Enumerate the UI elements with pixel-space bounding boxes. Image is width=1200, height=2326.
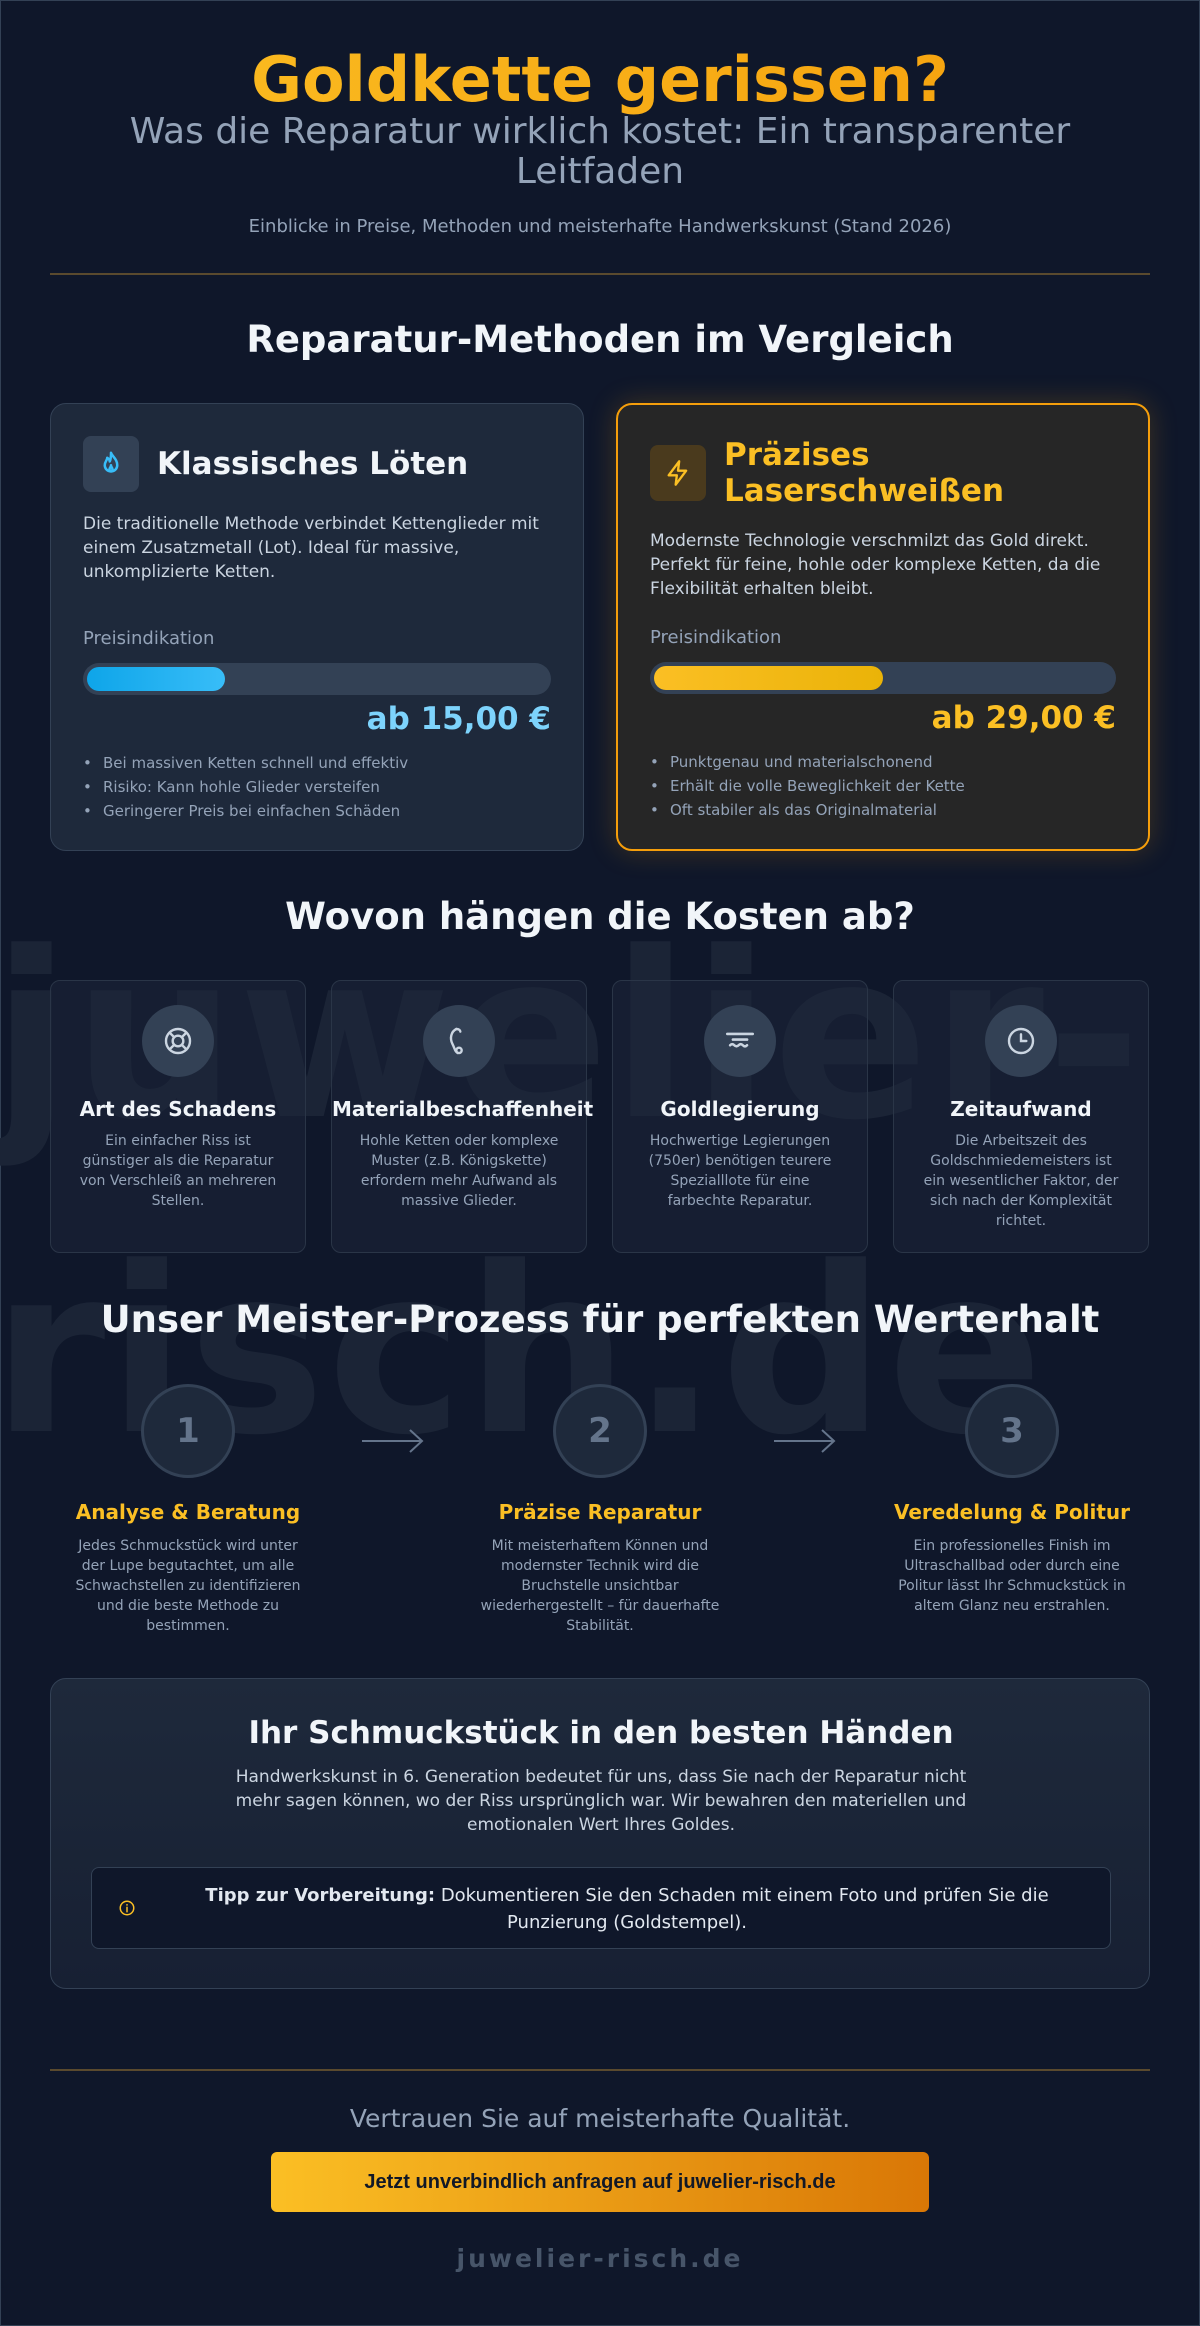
process-title: Unser Meister-Prozess für perfekten Wert…	[100, 1298, 1100, 1341]
arrow-right-icon	[362, 1429, 424, 1453]
page-subtitle: Was die Reparatur wirklich kostet: Ein t…	[129, 111, 1071, 192]
trust-box: Ihr Schmuckstück in den besten Händen Ha…	[50, 1678, 1150, 1989]
factor-description: Hochwertige Legierungen (750er) benötige…	[648, 1133, 832, 1209]
price-label: Preisindikation	[650, 627, 782, 648]
info-icon	[119, 1900, 135, 1916]
process-step: 2 Präzise Reparatur Mit meisterhaftem Kö…	[470, 1384, 730, 1636]
method-description: Die traditionelle Methode verbindet Kett…	[83, 514, 539, 582]
step-title: Analyse & Beratung	[75, 1500, 301, 1524]
list-item: Bei massiven Ketten schnell und effektiv	[83, 751, 551, 775]
price-bar-fill	[87, 667, 225, 691]
price-value: ab 29,00 €	[931, 700, 1116, 736]
chain-icon	[423, 1005, 495, 1077]
divider	[50, 273, 1150, 275]
step-description: Ein professionelles Finish im Ultraschal…	[898, 1538, 1126, 1614]
factor-card: Goldlegierung Hochwertige Legierungen (7…	[612, 980, 868, 1253]
step-title: Präzise Reparatur	[498, 1500, 702, 1524]
arrow-right-icon	[774, 1429, 836, 1453]
method-title: Präzises Laserschweißen	[724, 437, 1005, 509]
step-number: 2	[553, 1384, 647, 1478]
divider	[50, 2069, 1150, 2071]
tip-text: Tipp zur Vorbereitung: Dokumentieren Sie…	[187, 1882, 1067, 1936]
factors-title: Wovon hängen die Kosten ab?	[285, 895, 915, 938]
factor-card: Art des Schadens Ein einfacher Riss ist …	[50, 980, 306, 1253]
price-value: ab 15,00 €	[366, 701, 551, 737]
lightning-icon	[650, 445, 706, 501]
factor-card: Materialbeschaffenheit Hohle Ketten oder…	[331, 980, 594, 1253]
method-card-soldering: Klassisches Löten Die traditionelle Meth…	[50, 403, 584, 851]
page-note: Einblicke in Preise, Methoden und meiste…	[248, 216, 952, 237]
method-card-laser: Präzises Laserschweißen Modernste Techno…	[616, 403, 1150, 851]
step-number: 3	[965, 1384, 1059, 1478]
factor-card: Zeitaufwand Die Arbeitszeit des Goldschm…	[893, 980, 1149, 1253]
tip-box: Tipp zur Vorbereitung: Dokumentieren Sie…	[91, 1867, 1111, 1949]
factor-title: Art des Schadens	[79, 1097, 277, 1121]
list-item: Erhält die volle Beweglichkeit der Kette	[650, 774, 1116, 798]
price-bar-fill	[654, 666, 883, 690]
alloy-icon	[704, 1005, 776, 1077]
price-bar	[650, 662, 1116, 694]
method-description: Modernste Technologie verschmilzt das Go…	[650, 531, 1101, 599]
footer-domain: juwelier-risch.de	[456, 2244, 744, 2273]
flame-icon	[83, 436, 139, 492]
methods-title: Reparatur-Methoden im Vergleich	[246, 318, 954, 361]
price-bar	[83, 663, 551, 695]
step-title: Veredelung & Politur	[893, 1500, 1131, 1524]
list-item: Punktgenau und materialschonend	[650, 750, 1116, 774]
process-step: 3 Veredelung & Politur Ein professionell…	[882, 1384, 1142, 1616]
list-item: Geringerer Preis bei einfachen Schäden	[83, 799, 551, 823]
factor-description: Ein einfacher Riss ist günstiger als die…	[79, 1133, 277, 1209]
factor-title: Goldlegierung	[660, 1097, 820, 1121]
lifebuoy-icon	[142, 1005, 214, 1077]
factor-title: Materialbeschaffenheit	[332, 1097, 594, 1121]
list-item: Risiko: Kann hohle Glieder versteifen	[83, 775, 551, 799]
method-title: Klassisches Löten	[157, 446, 469, 482]
factor-description: Die Arbeitszeit des Goldschmiedemeisters…	[923, 1133, 1119, 1229]
page-title: Goldkette gerissen?	[0, 42, 1200, 118]
factor-description: Hohle Ketten oder komplexe Muster (z.B. …	[359, 1133, 559, 1209]
price-label: Preisindikation	[83, 628, 215, 649]
step-description: Mit meisterhaftem Können und modernster …	[480, 1538, 720, 1634]
step-number: 1	[141, 1384, 235, 1478]
trust-text: Handwerkskunst in 6. Generation bedeutet…	[235, 1767, 967, 1835]
clock-icon	[985, 1005, 1057, 1077]
process-step: 1 Analyse & Beratung Jedes Schmuckstück …	[58, 1384, 318, 1636]
list-item: Oft stabiler als das Originalmaterial	[650, 798, 1116, 822]
inquiry-cta-button[interactable]: Jetzt unverbindlich anfragen auf juwelie…	[271, 2152, 929, 2212]
tip-label: Tipp zur Vorbereitung:	[205, 1885, 436, 1906]
tip-content: Dokumentieren Sie den Schaden mit einem …	[440, 1885, 1049, 1933]
footer-claim: Vertrauen Sie auf meisterhafte Qualität.	[349, 2104, 851, 2133]
trust-title: Ihr Schmuckstück in den besten Händen	[248, 1715, 954, 1751]
step-description: Jedes Schmuckstück wird unter der Lupe b…	[75, 1538, 301, 1634]
factor-title: Zeitaufwand	[950, 1097, 1092, 1121]
